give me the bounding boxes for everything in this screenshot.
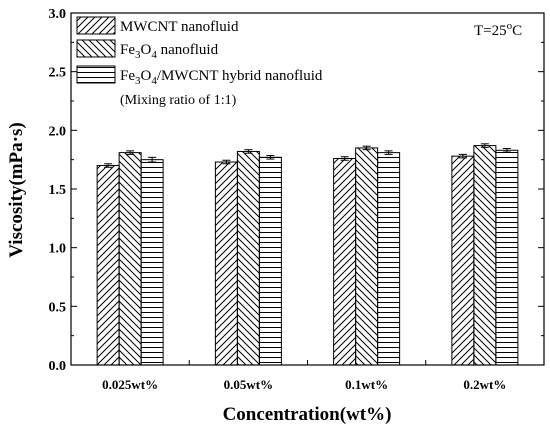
bar [214, 161, 238, 366]
x-tick-label: 0.2wt% [463, 377, 506, 392]
y-tick-label: 0.5 [49, 300, 67, 315]
legend-swatch-hybrid [76, 65, 116, 84]
bar [258, 156, 282, 366]
x-tick-label: 0.025wt% [102, 377, 158, 392]
bar [473, 145, 497, 366]
legend-label-mwcnt: MWCNT nanofluid [120, 19, 239, 35]
bar [236, 150, 260, 366]
legend-note: (Mixing ratio of 1:1) [120, 93, 237, 108]
legend-label-fe3o4: Fe3O4 nanofluid [120, 42, 219, 61]
y-tick-label: 0.0 [49, 359, 67, 374]
y-tick-label: 2.0 [49, 124, 67, 139]
y-tick-label: 3.0 [49, 7, 67, 22]
y-axis-title: Viscosity(mPa·s) [6, 122, 27, 257]
y-tick-label: 2.5 [49, 66, 67, 81]
bar [495, 149, 519, 366]
y-tick-label: 1.5 [49, 183, 67, 198]
temperature-annotation: T=25oC [474, 20, 522, 39]
legend-swatch-fe3o4 [76, 39, 116, 58]
legend-label-hybrid: Fe3O4/MWCNT hybrid nanofluid [120, 68, 323, 87]
legend: MWCNT nanofluid Fe3O4 nanofluid Fe3O4/MW… [76, 16, 323, 108]
legend-swatch-mwcnt [76, 16, 116, 35]
bar [333, 157, 357, 366]
y-tick-label: 1.0 [49, 242, 67, 257]
bar [451, 155, 475, 366]
bar [140, 159, 164, 366]
bar [96, 165, 120, 366]
bar [355, 147, 379, 366]
bar [118, 152, 142, 366]
bar [377, 152, 401, 366]
x-axis-title: Concentration(wt%) [223, 404, 392, 425]
x-tick-label: 0.05wt% [224, 377, 273, 392]
x-tick-label: 0.1wt% [345, 377, 388, 392]
